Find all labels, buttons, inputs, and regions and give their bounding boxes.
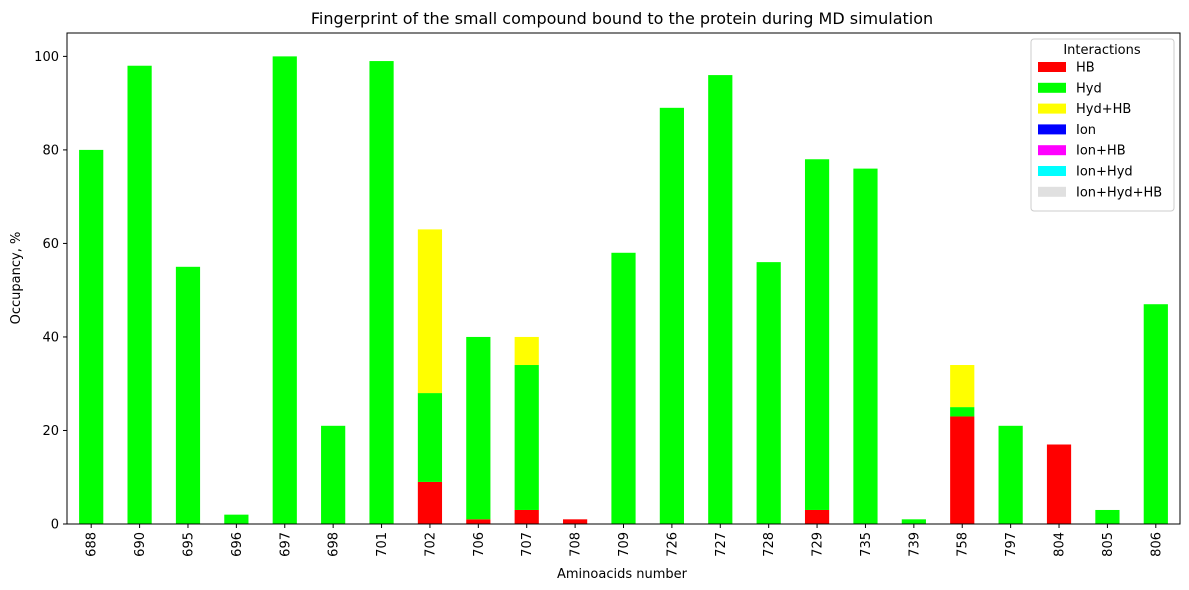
legend-label: Hyd+HB <box>1076 102 1131 117</box>
bar-segment-hb-706 <box>466 519 491 524</box>
legend-swatch <box>1038 124 1066 135</box>
legend-swatch <box>1038 62 1066 72</box>
legend-swatch <box>1038 186 1066 197</box>
x-axis-label: Aminoacids number <box>557 567 688 582</box>
bar-segment-hyd-805 <box>1095 509 1120 524</box>
y-tick-label: 40 <box>42 330 59 345</box>
plot-frame <box>66 32 1181 525</box>
x-tick-label: 702 <box>423 532 438 557</box>
bar-segment-hb-758 <box>950 416 975 524</box>
x-tick-label: 701 <box>375 532 390 557</box>
bar-segment-hb-804 <box>1046 444 1072 524</box>
legend-swatch <box>1038 145 1066 156</box>
y-tick-label: 60 <box>42 237 59 252</box>
x-tick-label: 696 <box>230 532 245 557</box>
bar-segment-hyd-726 <box>659 107 684 524</box>
bar-segment-hyd-728 <box>756 262 781 524</box>
legend-swatch <box>1038 166 1066 176</box>
x-tick-label: 758 <box>956 532 971 557</box>
bar-segment-hyd-701 <box>369 61 394 525</box>
legend-label: Ion+HB <box>1076 144 1126 159</box>
legend-label: Ion+Hyd+HB <box>1076 185 1162 200</box>
y-axis-ticks: 0 20 40 60 80 100 <box>34 50 67 533</box>
x-tick-label: 695 <box>181 532 196 557</box>
bar-segment-hb-708 <box>563 519 588 524</box>
x-tick-label: 728 <box>762 532 777 557</box>
bar-segment-hyd-697 <box>272 56 297 524</box>
x-tick-label: 735 <box>859 532 874 557</box>
bar-segment-hyd-709 <box>611 252 636 524</box>
legend-label: HB <box>1076 61 1095 76</box>
x-tick-label: 806 <box>1149 532 1164 557</box>
bars-group <box>79 56 1168 525</box>
y-axis-label: Occupancy, % <box>9 232 24 325</box>
bar-segment-hyd-696 <box>224 514 249 524</box>
legend-items: HB Hyd Hyd+HB Ion Ion+HB Ion+Hyd Ion+Hyd+HB <box>1038 61 1162 200</box>
y-tick-label: 80 <box>42 143 59 158</box>
legend-swatch <box>1038 103 1066 114</box>
x-tick-label: 688 <box>85 532 100 557</box>
y-tick-label: 100 <box>34 50 59 65</box>
chart-title: Fingerprint of the small compound bound … <box>311 9 933 28</box>
bar-segment-hyd-698 <box>321 425 346 524</box>
bar-segment-hyd-695 <box>175 266 201 524</box>
bar-segment-hyd-735 <box>853 168 878 525</box>
bar-segment-hyd-806 <box>1143 304 1168 524</box>
bar-segment-hyd-706 <box>466 336 491 520</box>
bar-segment-hyd-758 <box>950 407 975 417</box>
x-tick-label: 709 <box>617 532 632 557</box>
bar-segment-hyd-688 <box>79 149 104 524</box>
bar-segment-hyd-hb-707 <box>514 336 539 366</box>
bar-segment-hb-729 <box>804 509 830 524</box>
bar-segment-hyd-739 <box>901 519 926 524</box>
x-tick-label: 729 <box>811 532 826 557</box>
bar-segment-hyd-707 <box>514 365 539 510</box>
y-tick-label: 20 <box>42 424 59 439</box>
legend-swatch <box>1038 82 1066 93</box>
bar-segment-hb-707 <box>514 509 539 524</box>
x-tick-label: 698 <box>327 532 342 557</box>
bar-segment-hyd-hb-758 <box>950 365 975 408</box>
x-tick-label: 697 <box>278 532 293 557</box>
bar-segment-hb-702 <box>417 481 443 524</box>
legend-frame <box>1030 38 1175 212</box>
y-tick-label: 0 <box>51 518 59 533</box>
x-tick-label: 726 <box>665 532 680 557</box>
x-tick-label: 707 <box>520 532 535 557</box>
bar-segment-hyd-hb-702 <box>417 229 443 394</box>
legend-label: Hyd <box>1076 81 1102 96</box>
x-tick-label: 690 <box>133 532 148 557</box>
x-tick-label: 797 <box>1004 532 1019 557</box>
bar-segment-hyd-727 <box>708 75 733 524</box>
bar-segment-hyd-690 <box>127 65 152 524</box>
bar-segment-hyd-797 <box>998 425 1023 524</box>
x-tick-label: 706 <box>472 532 487 557</box>
x-tick-label: 804 <box>1053 532 1068 557</box>
legend-label: Ion <box>1076 123 1096 138</box>
legend-title: Interactions <box>1063 43 1141 58</box>
legend-label: Ion+Hyd <box>1076 165 1133 180</box>
x-tick-label: 805 <box>1101 532 1116 557</box>
x-tick-label: 708 <box>569 532 584 557</box>
bar-segment-hyd-702 <box>417 393 443 482</box>
x-tick-label: 727 <box>714 532 729 557</box>
legend: Interactions HB Hyd Hyd+HB Ion Ion+HB Ion+Hyd… <box>1030 38 1175 212</box>
bar-segment-hyd-729 <box>804 159 830 510</box>
x-axis-ticks: 688 690 695 696 697 698 701 702 706 707 708 709 726 7… <box>85 524 1164 557</box>
x-tick-label: 739 <box>907 532 922 557</box>
